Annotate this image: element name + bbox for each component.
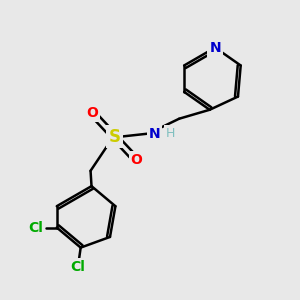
Text: Cl: Cl [28,220,43,235]
Text: N: N [209,40,221,55]
Text: O: O [86,106,98,120]
Text: Cl: Cl [70,260,85,274]
Text: O: O [131,153,142,167]
Text: S: S [108,128,120,146]
Text: H: H [166,127,176,140]
Text: N: N [148,127,160,141]
